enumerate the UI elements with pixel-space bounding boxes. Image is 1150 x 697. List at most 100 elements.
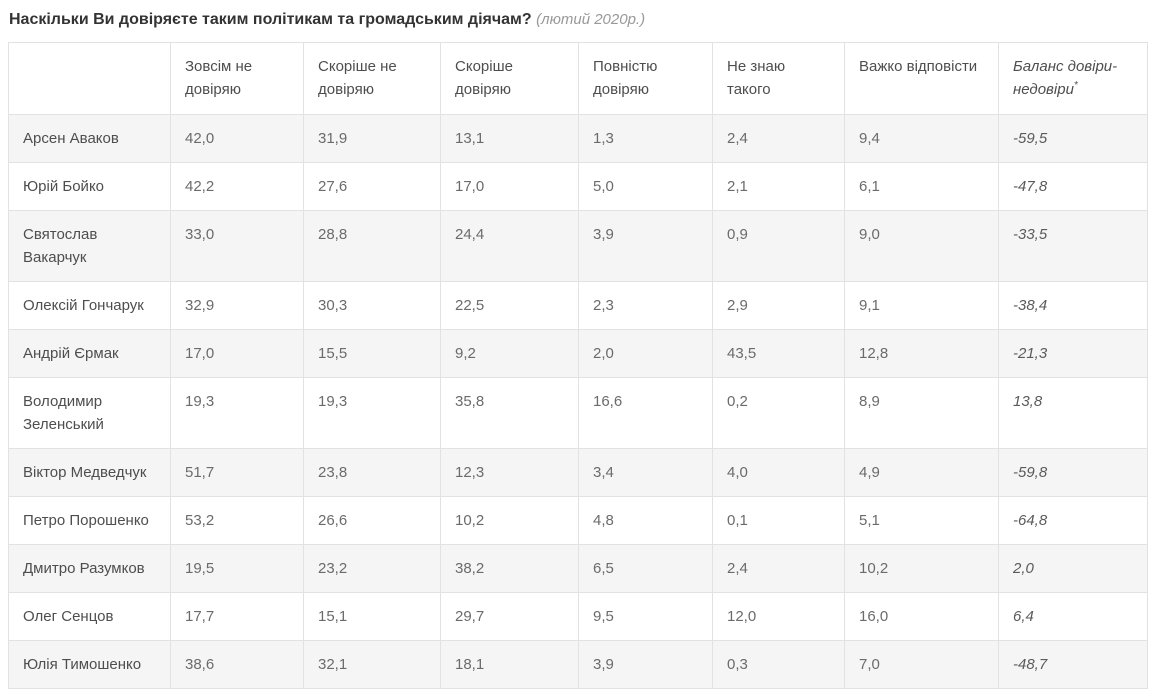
cell-value: 26,6 xyxy=(303,496,441,545)
cell-value: 29,7 xyxy=(440,592,579,641)
cell-value: 24,4 xyxy=(440,210,579,282)
cell-politician-name: Святослав Вакарчук xyxy=(8,210,171,282)
table-row: Володимир Зеленський 19,3 19,3 35,8 16,6… xyxy=(8,377,1148,449)
balance-header-label: Баланс довіри-недовіри xyxy=(1013,58,1118,98)
cell-value: 51,7 xyxy=(170,448,304,497)
cell-politician-name: Олег Сенцов xyxy=(8,592,171,641)
cell-value: 22,5 xyxy=(440,281,579,330)
survey-period: (лютий 2020р.) xyxy=(536,11,646,28)
table-row: Святослав Вакарчук 33,0 28,8 24,4 3,9 0,… xyxy=(8,210,1148,282)
cell-value: 2,3 xyxy=(578,281,713,330)
cell-value: 16,6 xyxy=(578,377,713,449)
cell-value: 0,2 xyxy=(712,377,845,449)
table-row: Дмитро Разумков 19,5 23,2 38,2 6,5 2,4 1… xyxy=(8,544,1148,593)
cell-politician-name: Юрій Бойко xyxy=(8,162,171,211)
cell-value: 9,0 xyxy=(844,210,999,282)
table-row: Юрій Бойко 42,2 27,6 17,0 5,0 2,1 6,1 -4… xyxy=(8,162,1148,211)
cell-value: 7,0 xyxy=(844,640,999,689)
cell-value: 42,0 xyxy=(170,114,304,163)
cell-value: 35,8 xyxy=(440,377,579,449)
table-row: Олег Сенцов 17,7 15,1 29,7 9,5 12,0 16,0… xyxy=(8,592,1148,641)
cell-trust-balance: -48,7 xyxy=(998,640,1148,689)
cell-value: 32,9 xyxy=(170,281,304,330)
cell-value: 33,0 xyxy=(170,210,304,282)
cell-value: 15,1 xyxy=(303,592,441,641)
cell-trust-balance: -38,4 xyxy=(998,281,1148,330)
trust-table: Зовсім не довіряю Скоріше не довіряю Ско… xyxy=(8,42,1148,689)
col-header-fully-trust: Повністю довіряю xyxy=(578,42,713,115)
cell-value: 19,3 xyxy=(170,377,304,449)
cell-value: 10,2 xyxy=(440,496,579,545)
cell-politician-name: Арсен Аваков xyxy=(8,114,171,163)
cell-politician-name: Андрій Єрмак xyxy=(8,329,171,378)
cell-value: 0,1 xyxy=(712,496,845,545)
cell-value: 9,2 xyxy=(440,329,579,378)
cell-value: 9,4 xyxy=(844,114,999,163)
cell-value: 1,3 xyxy=(578,114,713,163)
cell-trust-balance: -59,5 xyxy=(998,114,1148,163)
cell-value: 2,1 xyxy=(712,162,845,211)
cell-value: 4,8 xyxy=(578,496,713,545)
cell-value: 5,0 xyxy=(578,162,713,211)
table-row: Юлія Тимошенко 38,6 32,1 18,1 3,9 0,3 7,… xyxy=(8,640,1148,689)
survey-question: Наскільки Ви довіряєте таким політикам т… xyxy=(9,11,532,28)
col-header-dont-know: Не знаю такого xyxy=(712,42,845,115)
table-row: Арсен Аваков 42,0 31,9 13,1 1,3 2,4 9,4 … xyxy=(8,114,1148,163)
cell-trust-balance: -21,3 xyxy=(998,329,1148,378)
cell-value: 2,0 xyxy=(578,329,713,378)
cell-value: 43,5 xyxy=(712,329,845,378)
cell-trust-balance: -59,8 xyxy=(998,448,1148,497)
cell-value: 17,7 xyxy=(170,592,304,641)
cell-value: 5,1 xyxy=(844,496,999,545)
table-header-row: Зовсім не довіряю Скоріше не довіряю Ско… xyxy=(8,42,1148,115)
cell-value: 13,1 xyxy=(440,114,579,163)
table-row: Олексій Гончарук 32,9 30,3 22,5 2,3 2,9 … xyxy=(8,281,1148,330)
footnote-asterisk: * xyxy=(1073,80,1078,91)
cell-value: 2,4 xyxy=(712,114,845,163)
cell-value: 12,0 xyxy=(712,592,845,641)
cell-value: 19,5 xyxy=(170,544,304,593)
cell-politician-name: Віктор Медведчук xyxy=(8,448,171,497)
cell-value: 9,5 xyxy=(578,592,713,641)
cell-trust-balance: -64,8 xyxy=(998,496,1148,545)
page-title: Наскільки Ви довіряєте таким політикам т… xyxy=(9,10,1150,30)
cell-politician-name: Юлія Тимошенко xyxy=(8,640,171,689)
cell-value: 28,8 xyxy=(303,210,441,282)
cell-politician-name: Олексій Гончарук xyxy=(8,281,171,330)
cell-trust-balance: 6,4 xyxy=(998,592,1148,641)
cell-value: 4,0 xyxy=(712,448,845,497)
cell-value: 6,1 xyxy=(844,162,999,211)
cell-value: 3,9 xyxy=(578,640,713,689)
table-row: Віктор Медведчук 51,7 23,8 12,3 3,4 4,0 … xyxy=(8,448,1148,497)
cell-value: 27,6 xyxy=(303,162,441,211)
cell-value: 17,0 xyxy=(440,162,579,211)
cell-value: 0,9 xyxy=(712,210,845,282)
cell-value: 23,8 xyxy=(303,448,441,497)
cell-value: 17,0 xyxy=(170,329,304,378)
cell-value: 9,1 xyxy=(844,281,999,330)
cell-value: 30,3 xyxy=(303,281,441,330)
cell-politician-name: Петро Порошенко xyxy=(8,496,171,545)
col-header-empty xyxy=(8,42,171,115)
col-header-trust-balance: Баланс довіри-недовіри* xyxy=(998,42,1148,115)
cell-value: 3,9 xyxy=(578,210,713,282)
cell-value: 31,9 xyxy=(303,114,441,163)
cell-value: 32,1 xyxy=(303,640,441,689)
cell-politician-name: Володимир Зеленський xyxy=(8,377,171,449)
cell-trust-balance: -47,8 xyxy=(998,162,1148,211)
cell-value: 38,2 xyxy=(440,544,579,593)
cell-value: 2,4 xyxy=(712,544,845,593)
cell-value: 23,2 xyxy=(303,544,441,593)
cell-value: 42,2 xyxy=(170,162,304,211)
cell-trust-balance: 2,0 xyxy=(998,544,1148,593)
table-row: Петро Порошенко 53,2 26,6 10,2 4,8 0,1 5… xyxy=(8,496,1148,545)
cell-trust-balance: -33,5 xyxy=(998,210,1148,282)
col-header-totally-distrust: Зовсім не довіряю xyxy=(170,42,304,115)
cell-value: 4,9 xyxy=(844,448,999,497)
cell-value: 3,4 xyxy=(578,448,713,497)
cell-value: 38,6 xyxy=(170,640,304,689)
cell-value: 8,9 xyxy=(844,377,999,449)
cell-politician-name: Дмитро Разумков xyxy=(8,544,171,593)
cell-value: 18,1 xyxy=(440,640,579,689)
